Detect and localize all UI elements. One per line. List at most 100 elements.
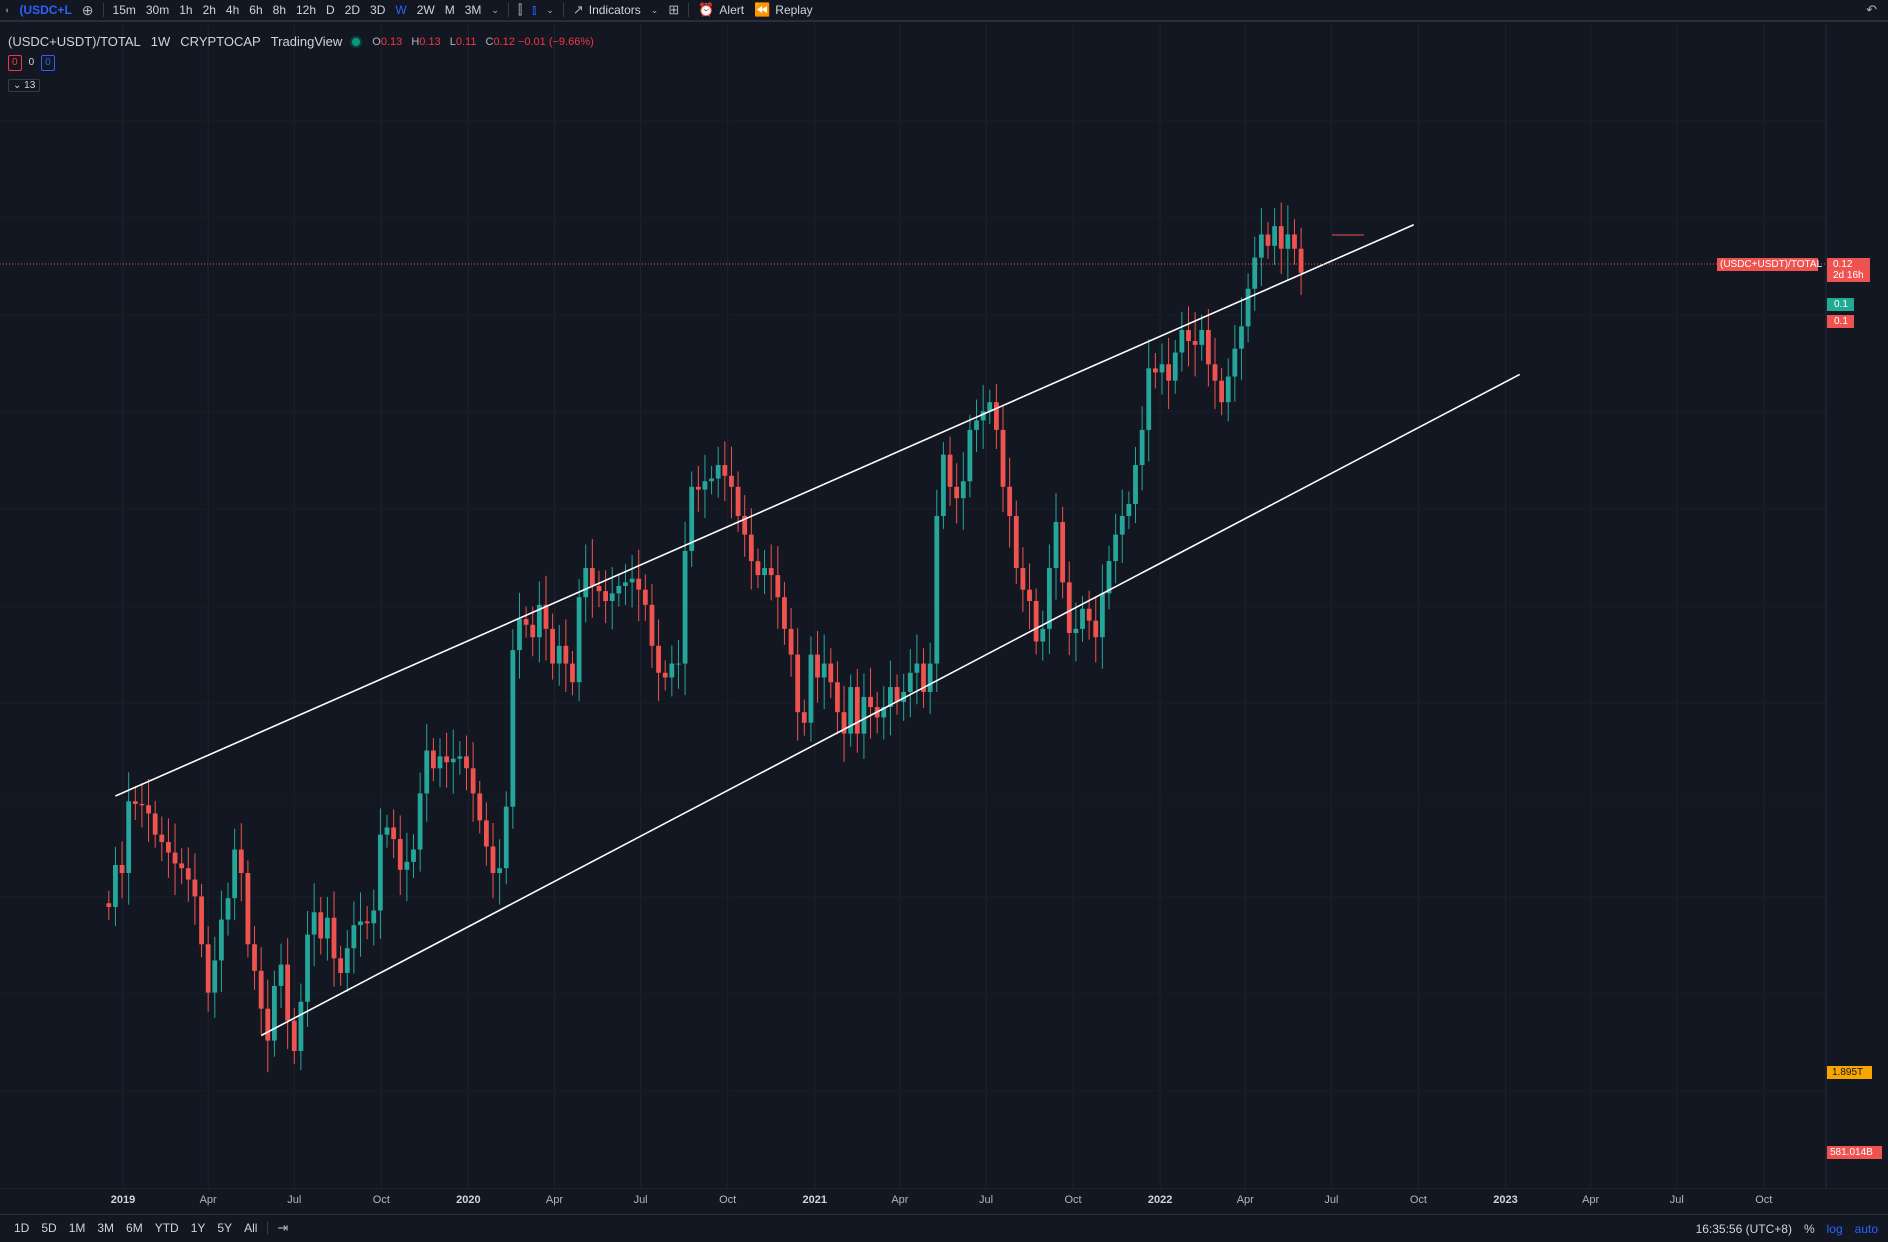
range-1m[interactable]: 1M — [68, 1221, 86, 1235]
candle-body — [1166, 364, 1172, 381]
range-1y[interactable]: 1Y — [190, 1221, 206, 1235]
candle — [1159, 343, 1165, 395]
add-symbol-icon[interactable]: ⊕ — [81, 1, 94, 18]
candle-body — [649, 604, 655, 646]
candle-body — [907, 672, 913, 692]
candle-body — [755, 561, 761, 576]
channel-line-lower[interactable] — [260, 373, 1521, 1037]
chevron-down-icon[interactable]: ⌄ — [546, 4, 554, 15]
candle-body — [563, 645, 569, 664]
interval-15m[interactable]: 15m — [112, 3, 136, 17]
indicators-button[interactable]: Indicators — [588, 3, 641, 17]
interval-1h[interactable]: 1h — [179, 3, 193, 17]
candle — [166, 818, 171, 878]
candle-body — [980, 411, 986, 421]
range-5d[interactable]: 5D — [41, 1221, 57, 1235]
indicators-icon[interactable]: ↗ — [572, 2, 584, 17]
candle — [881, 686, 887, 740]
candle — [642, 574, 648, 621]
interval-30m[interactable]: 30m — [145, 3, 170, 17]
candle — [132, 785, 138, 820]
range-all[interactable]: All — [244, 1221, 258, 1235]
candle-body — [344, 948, 350, 973]
candle — [748, 508, 754, 590]
bar-chart-type-icon[interactable]: ⫿ — [517, 2, 523, 17]
candle — [768, 544, 774, 601]
candle-body — [828, 663, 834, 683]
undo-icon[interactable]: ↶ — [1866, 2, 1877, 17]
candle — [437, 738, 443, 788]
high-price-tag: 0.1 — [1827, 298, 1854, 311]
percent-toggle[interactable]: % — [1803, 1221, 1815, 1236]
interval-2d[interactable]: 2D — [344, 3, 361, 17]
interval-8h[interactable]: 8h — [272, 3, 286, 17]
range-ytd[interactable]: YTD — [154, 1221, 179, 1235]
volume-tag-red: 581.014B — [1827, 1146, 1882, 1159]
interval-3d[interactable]: 3D — [370, 3, 386, 17]
candle-body — [927, 663, 933, 692]
candle-body — [1046, 568, 1052, 629]
interval-d[interactable]: D — [326, 3, 335, 17]
go-to-date-icon[interactable]: ⇥ — [277, 1220, 289, 1235]
candle — [1258, 208, 1264, 286]
symbol-search-button[interactable]: (USDC+L — [19, 3, 72, 17]
candle-body — [709, 478, 714, 482]
interval-3m[interactable]: 3M — [464, 3, 482, 17]
candle-body — [411, 849, 416, 862]
legend-symbol[interactable]: (USDC+USDT)/TOTAL — [8, 34, 141, 49]
candle-body — [510, 650, 516, 807]
interval-2w[interactable]: 2W — [416, 3, 435, 17]
interval-m[interactable]: M — [444, 3, 455, 17]
candle — [1292, 219, 1297, 265]
interval-12h[interactable]: 12h — [296, 3, 317, 17]
badge-blue[interactable]: 0 — [41, 55, 55, 71]
candle — [318, 896, 324, 955]
alarm-clock-icon[interactable]: ⏰ — [698, 2, 715, 17]
candle — [450, 729, 456, 794]
channel-line-upper[interactable] — [115, 224, 1415, 797]
candle — [311, 883, 317, 967]
toolbar-divider — [562, 3, 564, 17]
range-3m[interactable]: 3M — [97, 1221, 115, 1235]
candle — [1126, 491, 1132, 529]
trend-channel-layer[interactable] — [115, 224, 1521, 1037]
chevron-down-icon[interactable]: ⌄ — [650, 4, 659, 15]
candle-body — [430, 750, 436, 769]
interval-4h[interactable]: 4h — [225, 3, 240, 17]
alert-button[interactable]: Alert — [719, 3, 745, 17]
candle-body — [384, 827, 390, 835]
candle — [391, 809, 397, 859]
last-price-value: 0.12 — [1833, 259, 1853, 270]
candle-body — [881, 707, 887, 718]
time-axis-label: Oct — [372, 1194, 390, 1206]
candle — [729, 446, 734, 519]
interval-6h[interactable]: 6h — [249, 3, 263, 17]
replay-icon[interactable]: ⏪ — [754, 2, 771, 17]
badge-red[interactable]: 0 — [8, 55, 22, 71]
candle — [212, 936, 218, 1018]
candle — [430, 738, 436, 782]
auto-toggle[interactable]: auto — [1854, 1221, 1878, 1236]
candle-body — [298, 1001, 304, 1051]
interval-w[interactable]: W — [395, 3, 407, 17]
log-toggle[interactable]: log — [1826, 1221, 1843, 1236]
candlestick-chart-icon[interactable]: ⫾ — [532, 2, 537, 17]
chevron-down-icon[interactable]: ⌄ — [491, 4, 499, 15]
layouts-grid-icon[interactable]: ⊞ — [668, 2, 680, 17]
candle — [252, 926, 257, 990]
replay-button[interactable]: Replay — [775, 3, 813, 17]
interval-2h[interactable]: 2h — [202, 3, 216, 17]
candle — [232, 828, 238, 921]
candle-body — [1285, 234, 1291, 249]
clock[interactable]: 16:35:56 (UTC+8) — [1695, 1221, 1792, 1236]
candle-body — [146, 805, 151, 814]
candle-body — [722, 465, 728, 476]
price-chart[interactable] — [0, 24, 1888, 1189]
candle — [722, 441, 728, 502]
range-6m[interactable]: 6M — [126, 1221, 143, 1235]
candle — [1166, 337, 1172, 410]
collapse-indicators-button[interactable]: ⌄ 13 — [8, 79, 41, 92]
candle-body — [967, 429, 973, 482]
range-1d[interactable]: 1D — [14, 1221, 30, 1235]
range-5y[interactable]: 5Y — [217, 1221, 233, 1235]
